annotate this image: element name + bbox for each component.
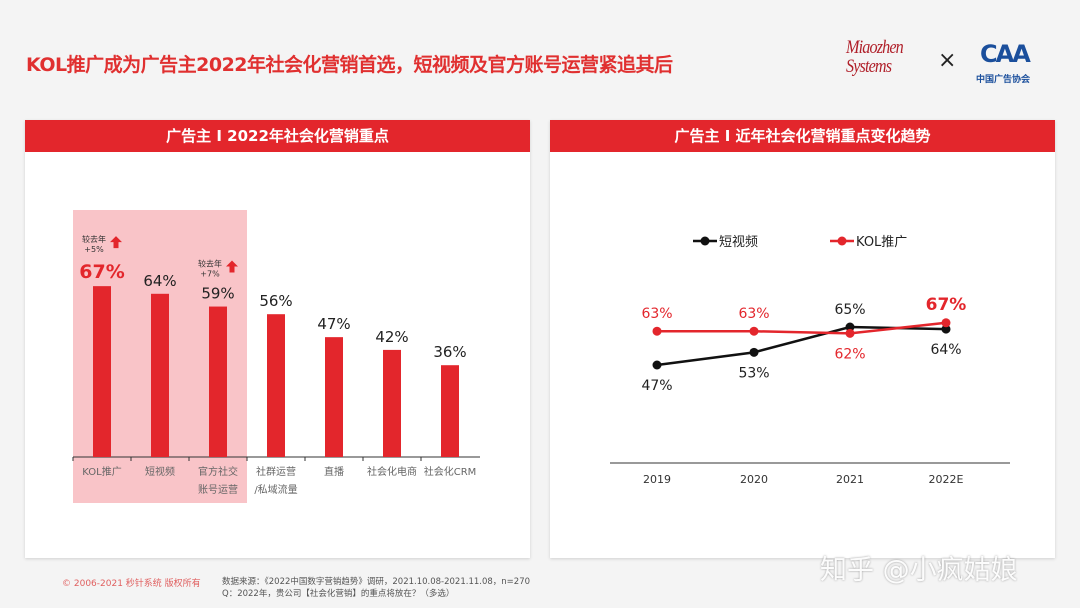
data-point: [652, 360, 662, 370]
bar-value-label: 56%: [259, 292, 292, 310]
bar-value-label: 36%: [433, 343, 466, 361]
category-label: /私域流量: [254, 483, 297, 496]
x-tick-label: 2019: [643, 473, 671, 486]
miaozhen-logo: Miaozhen Systems: [846, 37, 904, 77]
x-tick-label: 2021: [836, 473, 864, 486]
category-label: 官方社交: [198, 465, 238, 478]
footnote: 数据来源：《2022中国数字营销趋势》调研，2021.10.08-2021.11…: [222, 576, 530, 600]
data-point: [749, 326, 759, 336]
legend-marker: [700, 236, 710, 246]
bar: [441, 365, 459, 457]
bar: [93, 286, 111, 457]
bar-value-label: 42%: [375, 328, 408, 346]
copyright: © 2006-2021 秒针系统 版权所有: [62, 579, 201, 589]
legend-marker: [837, 236, 847, 246]
data-label: 67%: [926, 295, 967, 315]
bar: [151, 293, 169, 457]
data-label: 62%: [834, 346, 865, 362]
line-chart-title: 广告主 I 近年社会化营销重点变化趋势: [550, 120, 1055, 152]
caa-logo-subtitle: 中国广告协会: [976, 75, 1031, 85]
data-label: 53%: [738, 365, 769, 381]
bar-chart-title: 广告主 I 2022年社会化营销重点: [25, 120, 530, 152]
bar-value-label: 67%: [79, 261, 124, 283]
data-label: 64%: [930, 342, 961, 358]
bar-value-label: 64%: [143, 272, 176, 290]
watermark: 知乎 @小疯姑娘: [820, 555, 1018, 586]
times-icon: ×: [938, 48, 957, 73]
category-label: 社会化电商: [367, 465, 417, 478]
caa-logo: CAA: [980, 40, 1031, 68]
up-arrow-icon: [110, 236, 122, 249]
bar-value-label: 59%: [201, 285, 234, 303]
legend-label: 短视频: [719, 235, 758, 250]
data-label: 63%: [738, 306, 769, 322]
data-label: 65%: [834, 302, 865, 318]
bar: [267, 314, 285, 457]
bar: [383, 349, 401, 457]
x-tick-label: 2020: [740, 473, 768, 486]
data-source: 数据来源：《2022中国数字营销趋势》调研，2021.10.08-2021.11…: [222, 577, 531, 587]
x-tick-label: 2022E: [929, 473, 964, 486]
series-line: [657, 321, 947, 335]
data-point: [749, 347, 759, 357]
page-title: KOL推广成为广告主2022年社会化营销首选，短视频及官方账号运营紧追其后: [26, 54, 673, 76]
data-point: [941, 318, 951, 328]
data-label: 47%: [641, 378, 672, 394]
legend-label: KOL推广: [856, 235, 907, 250]
category-label: 直播: [324, 465, 344, 478]
data-point: [941, 324, 951, 334]
data-point: [845, 328, 855, 338]
category-label: 社会化CRM: [424, 465, 477, 478]
yoy-label: 较去年: [82, 234, 106, 244]
data-point: [845, 322, 855, 332]
line-chart-panel: 广告主 I 近年社会化营销重点变化趋势: [550, 120, 1055, 558]
yoy-label: 较去年: [198, 259, 222, 269]
data-point: [652, 326, 662, 336]
category-label: KOL推广: [82, 465, 121, 478]
yoy-change: +7%: [200, 270, 220, 279]
bar: [325, 337, 343, 457]
data-label: 63%: [641, 306, 672, 322]
category-label: 社群运营: [256, 465, 296, 478]
category-label: 短视频: [145, 465, 175, 478]
yoy-change: +5%: [84, 245, 104, 254]
up-arrow-icon: [226, 260, 238, 273]
category-label: 账号运营: [198, 483, 238, 496]
bar-value-label: 47%: [317, 315, 350, 333]
bar: [209, 306, 227, 457]
survey-question: Q：2022年，贵公司【社会化营销】的重点将放在？（多选）: [222, 589, 455, 599]
